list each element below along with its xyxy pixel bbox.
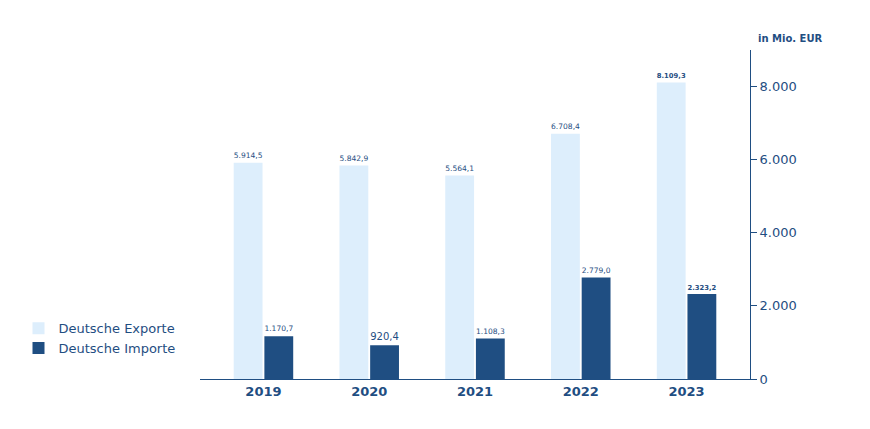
svg-text:2.779,0: 2.779,0 — [582, 266, 611, 275]
svg-text:920,4: 920,4 — [370, 331, 399, 342]
svg-text:2020: 2020 — [351, 384, 387, 399]
svg-text:1.108,3: 1.108,3 — [476, 327, 505, 336]
svg-text:5.914,5: 5.914,5 — [234, 151, 263, 160]
svg-text:2.323,2: 2.323,2 — [687, 284, 716, 292]
svg-text:2023: 2023 — [668, 384, 704, 399]
svg-text:0: 0 — [760, 372, 768, 387]
svg-text:Deutsche Importe: Deutsche Importe — [59, 341, 176, 356]
svg-text:8.109,3: 8.109,3 — [657, 72, 686, 80]
svg-text:2022: 2022 — [563, 384, 599, 399]
svg-text:5.842,9: 5.842,9 — [339, 154, 368, 163]
svg-text:Deutsche Exporte: Deutsche Exporte — [59, 321, 175, 336]
svg-text:2021: 2021 — [457, 384, 493, 399]
svg-text:1.170,7: 1.170,7 — [264, 324, 293, 333]
svg-text:6.000: 6.000 — [760, 152, 797, 167]
svg-text:2019: 2019 — [245, 384, 281, 399]
svg-text:5.564,1: 5.564,1 — [445, 164, 474, 173]
svg-text:in Mio. EUR: in Mio. EUR — [758, 33, 823, 44]
svg-text:6.708,4: 6.708,4 — [551, 122, 580, 131]
svg-text:8.000: 8.000 — [760, 79, 797, 94]
svg-text:4.000: 4.000 — [760, 225, 797, 240]
svg-text:2.000: 2.000 — [760, 298, 797, 313]
